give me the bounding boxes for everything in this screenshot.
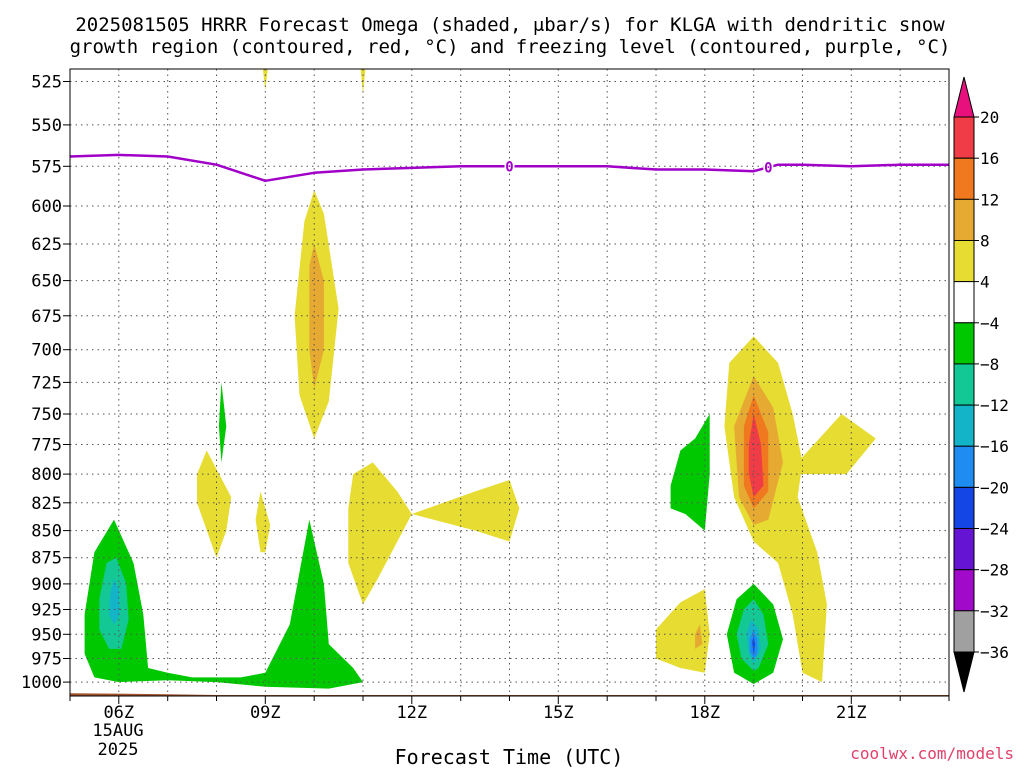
chart-title-line1: 2025081505 HRRR Forecast Omega (shaded, … bbox=[75, 14, 945, 36]
colorbar-swatch bbox=[953, 198, 975, 242]
y-tick-label: 525 bbox=[31, 73, 62, 93]
omega-region bbox=[695, 624, 703, 649]
y-tick-label: 825 bbox=[31, 494, 62, 514]
colorbar-cap-bottom bbox=[953, 651, 975, 693]
y-tick-label: 725 bbox=[31, 373, 62, 393]
x-axis: 06Z 09Z 12Z 15Z 18Z 21Z bbox=[69, 696, 950, 723]
omega-region bbox=[255, 491, 271, 553]
y-tick-label: 850 bbox=[31, 522, 62, 542]
x-date-day: 15AUG bbox=[92, 721, 143, 741]
y-tick-label: 625 bbox=[31, 235, 62, 255]
colorbar-label: −16 bbox=[980, 437, 1009, 456]
colorbar-swatch bbox=[953, 486, 975, 530]
colorbar-swatch bbox=[953, 240, 975, 283]
y-tick-label: 900 bbox=[31, 575, 62, 595]
y-tick-label: 700 bbox=[31, 341, 62, 361]
colorbar-label: −36 bbox=[980, 643, 1009, 662]
ground-layer bbox=[70, 693, 949, 696]
colorbar-label: 4 bbox=[980, 273, 990, 292]
colorbar-swatch bbox=[953, 116, 975, 159]
colorbar-label: 16 bbox=[980, 149, 999, 168]
y-tick-label: 925 bbox=[31, 601, 62, 621]
omega-region bbox=[262, 69, 268, 91]
omega-region bbox=[109, 578, 120, 625]
omega-region bbox=[656, 589, 710, 673]
y-tick-label: 550 bbox=[31, 116, 62, 136]
omega-region bbox=[348, 462, 412, 605]
colorbar-label: −8 bbox=[980, 355, 999, 374]
y-tick-label: 600 bbox=[31, 197, 62, 217]
colorbar-label: −4 bbox=[980, 314, 999, 333]
colorbar-swatch bbox=[953, 445, 975, 488]
x-tick-label: 06Z bbox=[103, 703, 134, 723]
colorbar-swatch bbox=[953, 610, 975, 653]
colorbar-swatch bbox=[953, 569, 975, 612]
y-tick-label: 750 bbox=[31, 405, 62, 425]
x-axis-label: Forecast Time (UTC) bbox=[395, 745, 624, 768]
colorbar-label: −12 bbox=[980, 396, 1009, 415]
colorbar-label: 8 bbox=[980, 232, 990, 251]
omega-region bbox=[197, 450, 232, 558]
freezing-level-label: 0 bbox=[505, 159, 513, 175]
y-tick-label: 650 bbox=[31, 272, 62, 292]
colorbar-label: −24 bbox=[980, 520, 1009, 539]
x-tick-label: 12Z bbox=[396, 703, 427, 723]
omega-region bbox=[84, 519, 363, 689]
x-date-year: 2025 bbox=[98, 740, 139, 760]
freezing-level-label: 0 bbox=[764, 160, 772, 176]
colorbar-swatch bbox=[953, 322, 975, 365]
colorbar-swatch bbox=[953, 404, 975, 447]
x-tick-label: 15Z bbox=[543, 703, 574, 723]
omega-region bbox=[411, 479, 520, 542]
freezing-level-line bbox=[69, 153, 949, 183]
colorbar-swatch bbox=[953, 528, 975, 571]
colorbar-swatch bbox=[953, 363, 975, 406]
x-tick-label: 18Z bbox=[689, 703, 720, 723]
colorbar-label: −32 bbox=[980, 602, 1009, 621]
colorbar-swatch bbox=[953, 281, 975, 324]
colorbar: 20 16 12 8 4 −4 −8 −12 −16 −20 −24 −28 −32 −36 bbox=[953, 76, 1009, 693]
chart-title-line2: growth region (contoured, red, °C) and f… bbox=[70, 36, 951, 58]
omega-region bbox=[670, 414, 710, 531]
y-tick-label: 975 bbox=[31, 650, 62, 670]
y-tick-label: 775 bbox=[31, 436, 62, 456]
omega-region bbox=[218, 382, 227, 463]
y-tick-label: 875 bbox=[31, 549, 62, 569]
omega-region bbox=[752, 636, 756, 656]
contour-label-bg bbox=[763, 160, 774, 175]
colorbar-label: −28 bbox=[980, 561, 1009, 580]
y-tick-label: 1000 bbox=[21, 673, 62, 693]
omega-shading bbox=[84, 69, 876, 689]
colorbar-label: −20 bbox=[980, 478, 1009, 497]
x-tick-label: 09Z bbox=[250, 703, 281, 723]
colorbar-swatch bbox=[953, 157, 975, 200]
colorbar-cap-top bbox=[953, 76, 975, 118]
contour-label-bg bbox=[504, 159, 515, 174]
y-tick-label: 575 bbox=[31, 157, 62, 177]
x-tick-label: 21Z bbox=[836, 703, 867, 723]
y-tick-label: 675 bbox=[31, 307, 62, 327]
omega-region bbox=[748, 414, 764, 498]
colorbar-label: 20 bbox=[980, 108, 999, 127]
credit-text[interactable]: coolwx.com/models bbox=[850, 744, 1014, 763]
y-tick-label: 800 bbox=[31, 465, 62, 485]
y-axis: 525 550 575 600 625 650 675 700 725 750 775 800 825 8… bbox=[21, 73, 70, 693]
ground-wedge bbox=[70, 693, 949, 696]
y-tick-label: 950 bbox=[31, 625, 62, 645]
omega-region bbox=[797, 414, 876, 475]
colorbar-label: 12 bbox=[980, 190, 999, 209]
